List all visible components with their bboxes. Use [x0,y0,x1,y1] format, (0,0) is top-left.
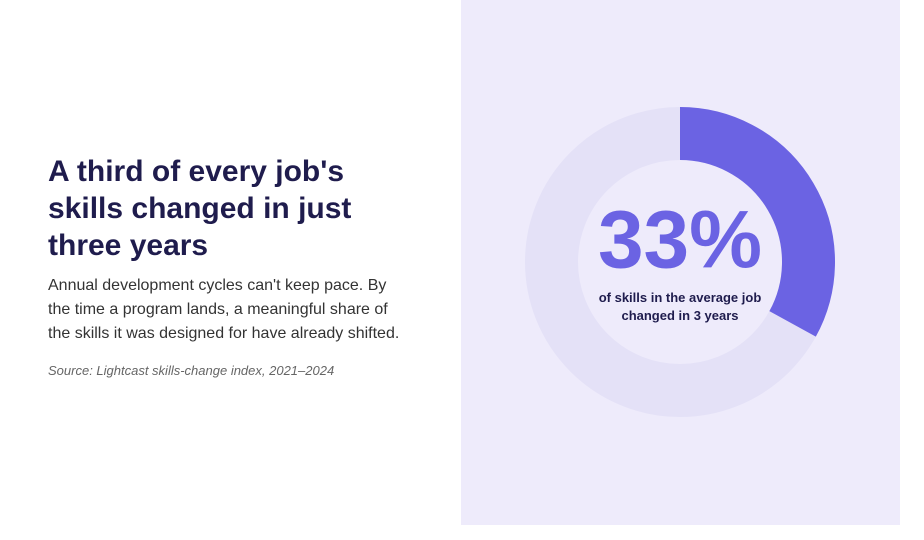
value-label: 33% [598,195,762,286]
source-note: Source: Lightcast skills-change index, 2… [48,363,335,378]
body-text: Annual development cycles can't keep pac… [48,277,400,342]
donut-arc [679,107,835,337]
donut-caption: of skills in the average job changed in … [598,290,762,323]
donut-chart: 33% [525,107,835,417]
headline: A third of every job's skills changed in… [48,155,352,262]
